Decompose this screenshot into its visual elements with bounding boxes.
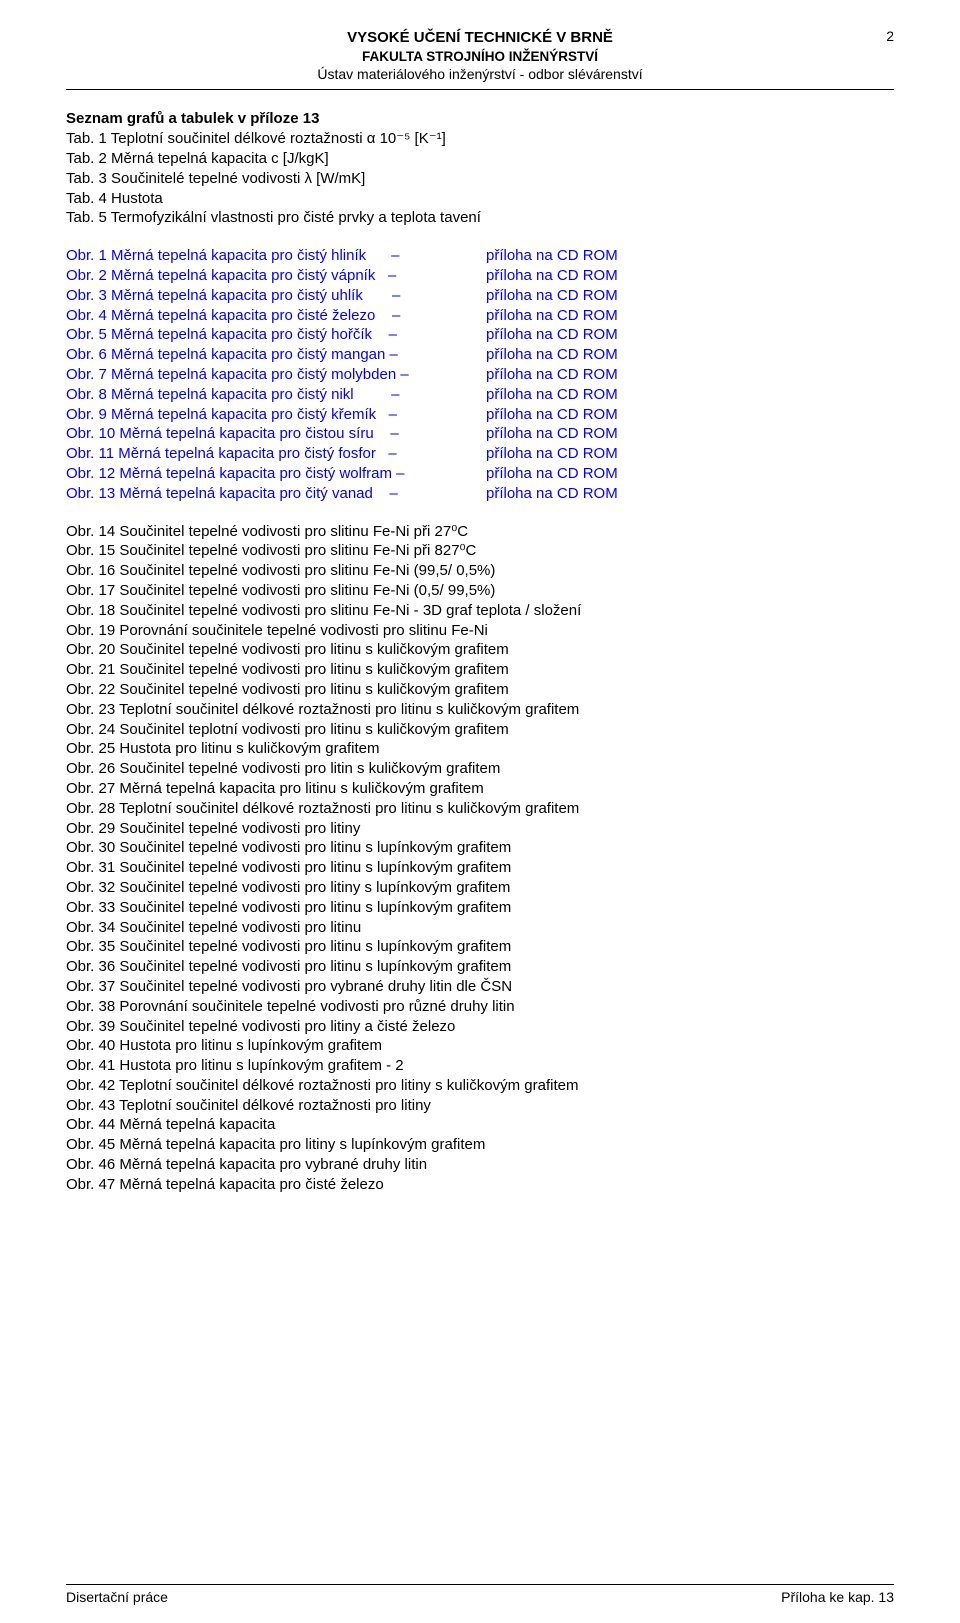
blue-list-right: příloha na CD ROM: [486, 325, 894, 345]
blue-list-row: Obr. 3 Měrná tepelná kapacita pro čistý …: [66, 286, 894, 306]
black-list-line: Obr. 30 Součinitel tepelné vodivosti pro…: [66, 838, 894, 858]
black-list-line: Obr. 39 Součinitel tepelné vodivosti pro…: [66, 1017, 894, 1037]
blue-list-row: Obr. 6 Měrná tepelná kapacita pro čistý …: [66, 345, 894, 365]
blue-list-right: příloha na CD ROM: [486, 306, 894, 326]
blue-list-row: Obr. 10 Měrná tepelná kapacita pro čisto…: [66, 424, 894, 444]
black-list-line: Obr. 26 Součinitel tepelné vodivosti pro…: [66, 759, 894, 779]
black-list-line: Obr. 34 Součinitel tepelné vodivosti pro…: [66, 918, 894, 938]
blue-list-left: Obr. 7 Měrná tepelná kapacita pro čistý …: [66, 365, 486, 385]
blue-list-row: Obr. 7 Měrná tepelná kapacita pro čistý …: [66, 365, 894, 385]
black-list-line: Obr. 14 Součinitel tepelné vodivosti pro…: [66, 522, 894, 542]
section-title: Seznam grafů a tabulek v příloze 13: [66, 110, 894, 127]
blue-list-row: Obr. 5 Měrná tepelná kapacita pro čistý …: [66, 325, 894, 345]
black-list-line: Obr. 44 Měrná tepelná kapacita: [66, 1115, 894, 1135]
blue-list-row: Obr. 4 Měrná tepelná kapacita pro čisté …: [66, 306, 894, 326]
black-list-line: Obr. 32 Součinitel tepelné vodivosti pro…: [66, 878, 894, 898]
blue-list-right: příloha na CD ROM: [486, 405, 894, 425]
page-number: 2: [886, 28, 894, 44]
page-header: VYSOKÉ UČENÍ TECHNICKÉ V BRNĚ FAKULTA ST…: [66, 28, 894, 83]
black-list-line: Obr. 21 Součinitel tepelné vodivosti pro…: [66, 660, 894, 680]
blue-list-left: Obr. 1 Měrná tepelná kapacita pro čistý …: [66, 246, 486, 266]
blue-list-right: příloha na CD ROM: [486, 444, 894, 464]
blue-list-left: Obr. 3 Měrná tepelná kapacita pro čistý …: [66, 286, 486, 306]
tab-list-block: Tab. 1 Teplotní součinitel délkové rozta…: [66, 129, 894, 228]
black-list-line: Obr. 28 Teplotní součinitel délkové rozt…: [66, 799, 894, 819]
blue-list-block: Obr. 1 Měrná tepelná kapacita pro čistý …: [66, 246, 894, 503]
tab-line: Tab. 4 Hustota: [66, 189, 894, 209]
black-list-line: Obr. 37 Součinitel tepelné vodivosti pro…: [66, 977, 894, 997]
blue-list-right: příloha na CD ROM: [486, 286, 894, 306]
blue-list-left: Obr. 10 Měrná tepelná kapacita pro čisto…: [66, 424, 486, 444]
black-list-line: Obr. 38 Porovnání součinitele tepelné vo…: [66, 997, 894, 1017]
blue-list-left: Obr. 12 Měrná tepelná kapacita pro čistý…: [66, 464, 486, 484]
black-list-line: Obr. 29 Součinitel tepelné vodivosti pro…: [66, 819, 894, 839]
blue-list-row: Obr. 9 Měrná tepelná kapacita pro čistý …: [66, 405, 894, 425]
black-list-line: Obr. 27 Měrná tepelná kapacita pro litin…: [66, 779, 894, 799]
blue-list-right: příloha na CD ROM: [486, 464, 894, 484]
black-list-line: Obr. 15 Součinitel tepelné vodivosti pro…: [66, 541, 894, 561]
blue-list-row: Obr. 12 Měrná tepelná kapacita pro čistý…: [66, 464, 894, 484]
blue-list-left: Obr. 13 Měrná tepelná kapacita pro čitý …: [66, 484, 486, 504]
blue-list-left: Obr. 4 Měrná tepelná kapacita pro čisté …: [66, 306, 486, 326]
black-list-block: Obr. 14 Součinitel tepelné vodivosti pro…: [66, 522, 894, 1195]
blue-list-right: příloha na CD ROM: [486, 266, 894, 286]
black-list-line: Obr. 23 Teplotní součinitel délkové rozt…: [66, 700, 894, 720]
black-list-line: Obr. 20 Součinitel tepelné vodivosti pro…: [66, 640, 894, 660]
black-list-line: Obr. 43 Teplotní součinitel délkové rozt…: [66, 1096, 894, 1116]
black-list-line: Obr. 24 Součinitel teplotní vodivosti pr…: [66, 720, 894, 740]
header-department: Ústav materiálového inženýrství - odbor …: [66, 65, 894, 83]
black-list-line: Obr. 46 Měrná tepelná kapacita pro vybra…: [66, 1155, 894, 1175]
blue-list-row: Obr. 8 Měrná tepelná kapacita pro čistý …: [66, 385, 894, 405]
blue-list-right: příloha na CD ROM: [486, 385, 894, 405]
black-list-line: Obr. 42 Teplotní součinitel délkové rozt…: [66, 1076, 894, 1096]
black-list-line: Obr. 47 Měrná tepelná kapacita pro čisté…: [66, 1175, 894, 1195]
blue-list-row: Obr. 11 Měrná tepelná kapacita pro čistý…: [66, 444, 894, 464]
black-list-line: Obr. 17 Součinitel tepelné vodivosti pro…: [66, 581, 894, 601]
blue-list-left: Obr. 8 Měrná tepelná kapacita pro čistý …: [66, 385, 486, 405]
black-list-line: Obr. 40 Hustota pro litinu s lupínkovým …: [66, 1036, 894, 1056]
black-list-line: Obr. 33 Součinitel tepelné vodivosti pro…: [66, 898, 894, 918]
blue-list-right: příloha na CD ROM: [486, 365, 894, 385]
black-list-line: Obr. 18 Součinitel tepelné vodivosti pro…: [66, 601, 894, 621]
blue-list-right: příloha na CD ROM: [486, 345, 894, 365]
black-list-line: Obr. 36 Součinitel tepelné vodivosti pro…: [66, 957, 894, 977]
header-faculty: FAKULTA STROJNÍHO INŽENÝRSTVÍ: [66, 48, 894, 66]
blue-list-right: příloha na CD ROM: [486, 484, 894, 504]
blue-list-left: Obr. 11 Měrná tepelná kapacita pro čistý…: [66, 444, 486, 464]
tab-line: Tab. 1 Teplotní součinitel délkové rozta…: [66, 129, 894, 149]
blue-list-left: Obr. 6 Měrná tepelná kapacita pro čistý …: [66, 345, 486, 365]
blue-list-right: příloha na CD ROM: [486, 424, 894, 444]
black-list-line: Obr. 41 Hustota pro litinu s lupínkovým …: [66, 1056, 894, 1076]
black-list-line: Obr. 31 Součinitel tepelné vodivosti pro…: [66, 858, 894, 878]
black-list-line: Obr. 25 Hustota pro litinu s kuličkovým …: [66, 739, 894, 759]
tab-line: Tab. 2 Měrná tepelná kapacita c [J/kgK]: [66, 149, 894, 169]
blue-list-left: Obr. 2 Měrná tepelná kapacita pro čistý …: [66, 266, 486, 286]
blue-list-right: příloha na CD ROM: [486, 246, 894, 266]
tab-line: Tab. 3 Součinitelé tepelné vodivosti λ […: [66, 169, 894, 189]
blue-list-row: Obr. 1 Měrná tepelná kapacita pro čistý …: [66, 246, 894, 266]
black-list-line: Obr. 22 Součinitel tepelné vodivosti pro…: [66, 680, 894, 700]
page-footer: Disertační práce Příloha ke kap. 13: [66, 1584, 894, 1605]
blue-list-row: Obr. 13 Měrná tepelná kapacita pro čitý …: [66, 484, 894, 504]
blue-list-left: Obr. 9 Měrná tepelná kapacita pro čistý …: [66, 405, 486, 425]
tab-line: Tab. 5 Termofyzikální vlastnosti pro čis…: [66, 208, 894, 228]
black-list-line: Obr. 35 Součinitel tepelné vodivosti pro…: [66, 937, 894, 957]
black-list-line: Obr. 45 Měrná tepelná kapacita pro litin…: [66, 1135, 894, 1155]
header-university: VYSOKÉ UČENÍ TECHNICKÉ V BRNĚ: [66, 28, 894, 48]
header-rule: [66, 89, 894, 90]
footer-left: Disertační práce: [66, 1589, 168, 1605]
footer-right: Příloha ke kap. 13: [781, 1589, 894, 1605]
black-list-line: Obr. 16 Součinitel tepelné vodivosti pro…: [66, 561, 894, 581]
page: 2 VYSOKÉ UČENÍ TECHNICKÉ V BRNĚ FAKULTA …: [0, 0, 960, 1623]
blue-list-left: Obr. 5 Měrná tepelná kapacita pro čistý …: [66, 325, 486, 345]
black-list-line: Obr. 19 Porovnání součinitele tepelné vo…: [66, 621, 894, 641]
blue-list-row: Obr. 2 Měrná tepelná kapacita pro čistý …: [66, 266, 894, 286]
